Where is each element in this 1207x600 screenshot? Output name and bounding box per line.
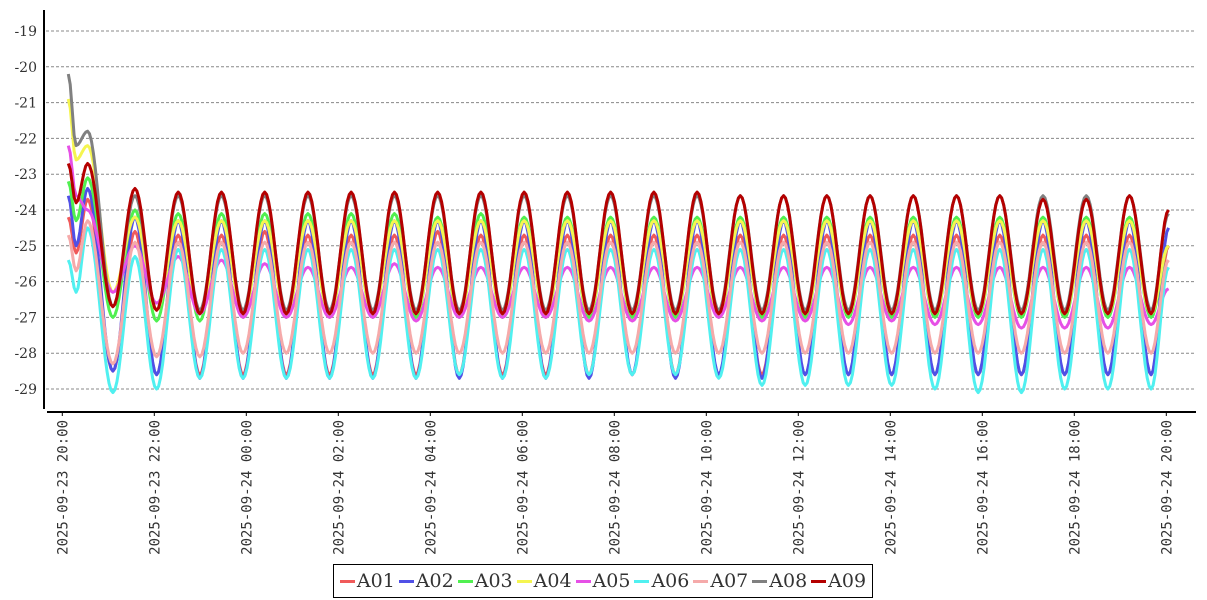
- legend-label: A04: [533, 570, 572, 592]
- legend-item-a06[interactable]: A06: [634, 570, 689, 592]
- legend-label: A03: [474, 570, 513, 592]
- legend-label: A02: [415, 570, 454, 592]
- legend-item-a09[interactable]: A09: [811, 570, 866, 592]
- x-tick-label: 2025-09-24 10:00: [699, 420, 715, 555]
- x-tick-label: 2025-09-24 16:00: [975, 420, 991, 555]
- legend-item-a07[interactable]: A07: [693, 570, 748, 592]
- legend-swatch: [693, 579, 709, 583]
- series-lines: [66, 73, 1170, 395]
- y-tick-label: -20: [14, 60, 37, 76]
- x-tick-label: 2025-09-23 20:00: [55, 420, 71, 555]
- legend-label: A01: [356, 570, 395, 592]
- legend-swatch: [339, 579, 355, 583]
- y-tick-label: -22: [14, 131, 37, 147]
- legend-item-a03[interactable]: A03: [457, 570, 513, 592]
- x-tick-label: 2025-09-24 04:00: [423, 420, 439, 555]
- x-tick-label: 2025-09-24 06:00: [515, 420, 531, 555]
- legend-swatch: [811, 579, 827, 583]
- legend-label: A06: [651, 570, 690, 592]
- y-tick-label: -21: [14, 96, 37, 112]
- y-tick-label: -24: [14, 203, 37, 219]
- x-tick-label: 2025-09-24 08:00: [607, 420, 623, 555]
- x-tick-label: 2025-09-24 20:00: [1159, 420, 1175, 555]
- y-tick-label: -28: [14, 346, 37, 362]
- x-tick-label: 2025-09-24 02:00: [331, 420, 347, 555]
- legend-swatch: [516, 579, 532, 583]
- legend-label: A05: [592, 570, 631, 592]
- y-tick-label: -29: [14, 382, 37, 398]
- legend-item-a05[interactable]: A05: [575, 570, 631, 592]
- y-tick-label: -26: [14, 275, 37, 291]
- legend: A01 A02 A03 A04 A05 A06 A07 A08 A09: [333, 564, 873, 598]
- legend-swatch: [752, 579, 768, 583]
- y-tick-label: -27: [14, 310, 37, 326]
- legend-item-a08[interactable]: A08: [752, 570, 807, 592]
- series-line-a09: [66, 162, 1170, 316]
- series-line-a07: [66, 219, 1170, 366]
- y-tick-label: -25: [14, 239, 37, 255]
- legend-item-a01[interactable]: A01: [339, 570, 395, 592]
- x-tick-label: 2025-09-23 22:00: [147, 420, 163, 555]
- y-tick-label: -23: [14, 167, 37, 183]
- x-tick-label: 2025-09-24 00:00: [239, 420, 255, 555]
- legend-label: A08: [769, 570, 808, 592]
- legend-label: A09: [828, 570, 867, 592]
- x-tick-label: 2025-09-24 18:00: [1067, 420, 1083, 555]
- x-tick-label: 2025-09-24 14:00: [883, 420, 899, 555]
- legend-swatch: [457, 579, 473, 583]
- y-tick-label: -19: [14, 24, 37, 40]
- legend-swatch: [634, 579, 650, 583]
- legend-swatch: [398, 579, 414, 583]
- y-axis-ticks: -19 -20 -21 -22 -23 -24 -25 -26 -27 -28 -29: [14, 24, 37, 398]
- legend-item-a02[interactable]: A02: [398, 570, 454, 592]
- legend-swatch: [575, 579, 591, 583]
- x-tick-label: 2025-09-24 12:00: [791, 420, 807, 555]
- legend-label: A07: [710, 570, 749, 592]
- legend-item-a04[interactable]: A04: [516, 570, 572, 592]
- gridlines: [46, 30, 1196, 390]
- x-axis-ticks: 2025-09-23 20:00 2025-09-23 22:00 2025-09-…: [55, 413, 1175, 555]
